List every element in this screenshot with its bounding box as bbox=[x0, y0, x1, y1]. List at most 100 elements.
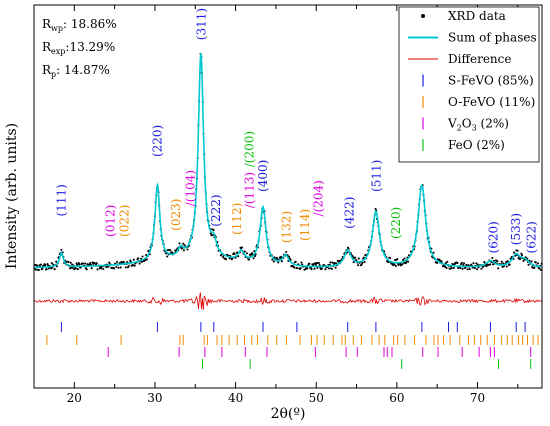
xrd-data-point bbox=[211, 233, 214, 237]
peak-label: (220) bbox=[389, 207, 403, 239]
peak-label: (622) bbox=[525, 221, 539, 253]
xrd-data-point bbox=[505, 265, 508, 268]
xrd-data-point bbox=[84, 262, 87, 265]
xrd-data-point bbox=[536, 262, 540, 265]
xrd-data-point bbox=[237, 255, 240, 258]
xrd-data-point bbox=[491, 256, 494, 260]
xrd-data-point bbox=[476, 263, 479, 266]
xrd-data-point bbox=[248, 258, 251, 261]
xrd-data-point bbox=[496, 260, 499, 263]
xrd-data-point bbox=[316, 266, 319, 269]
xrd-data-point bbox=[476, 268, 479, 271]
peak-label: (222) bbox=[209, 194, 223, 226]
xrd-data-point bbox=[357, 257, 360, 260]
xrd-data-point bbox=[41, 267, 44, 270]
xrd-data-point bbox=[182, 249, 185, 252]
xrd-data-point bbox=[34, 263, 37, 267]
xrd-data-point bbox=[102, 267, 105, 271]
xrd-data-point bbox=[69, 261, 72, 264]
xrd-data-point bbox=[407, 260, 410, 263]
xrd-data-point bbox=[466, 268, 469, 271]
xrd-data-point bbox=[468, 267, 471, 271]
xrd-data-point bbox=[521, 254, 524, 257]
xrd-data-point bbox=[277, 261, 280, 264]
peak-label: (132) bbox=[279, 211, 293, 243]
x-tick-label: 40 bbox=[228, 391, 243, 405]
axes-layer: 20 30 40 50 60 70 bbox=[33, 5, 519, 405]
x-tick-label: 30 bbox=[147, 391, 162, 405]
xrd-data-point bbox=[483, 261, 486, 264]
xrd-data-point bbox=[445, 266, 448, 269]
xrd-data-point bbox=[47, 267, 50, 270]
xrd-data-point bbox=[459, 266, 462, 270]
xrd-data-point bbox=[520, 252, 523, 255]
stat-line: Rwp: 18.86% bbox=[42, 17, 117, 33]
xrd-data-point bbox=[393, 263, 396, 266]
xrd-data-point bbox=[530, 260, 533, 263]
xrd-data-point bbox=[402, 258, 405, 262]
xrd-data-point bbox=[45, 268, 48, 271]
xrd-data-point bbox=[113, 267, 116, 270]
xrd-data-point bbox=[444, 262, 447, 265]
xrd-data-point bbox=[456, 261, 459, 265]
xrd-data-point bbox=[299, 267, 302, 270]
xrd-data-point bbox=[324, 268, 327, 271]
xrd-data-point bbox=[300, 261, 303, 264]
legend: XRD data Sum of phases Difference S-FeVO (8… bbox=[398, 6, 540, 163]
xrd-data-point bbox=[352, 261, 355, 264]
xrd-data-point bbox=[500, 260, 503, 263]
peak-label: (012) bbox=[104, 205, 118, 237]
xrd-data-point bbox=[252, 257, 255, 260]
xrd-data-point bbox=[70, 266, 73, 269]
xrd-data-point bbox=[293, 266, 296, 269]
xrd-data-point bbox=[432, 251, 435, 254]
xrd-data-point bbox=[34, 268, 37, 271]
xrd-data-point bbox=[133, 264, 136, 267]
xrd-data-point bbox=[140, 260, 143, 263]
legend-symbol bbox=[421, 14, 425, 18]
xrd-data-point bbox=[127, 265, 130, 268]
xrd-data-point bbox=[462, 262, 466, 265]
plot-data-layer bbox=[33, 52, 543, 311]
peak-label: (400) bbox=[256, 160, 270, 192]
xrd-data-point bbox=[306, 267, 309, 270]
xrd-data-point bbox=[320, 267, 323, 270]
xrd-data-point bbox=[122, 260, 125, 263]
xrd-data-point bbox=[81, 262, 85, 265]
xrd-data-point bbox=[436, 261, 439, 265]
xrd-data-point bbox=[461, 267, 464, 270]
xrd-data-point bbox=[71, 266, 74, 269]
xrd-data-point bbox=[55, 260, 58, 263]
xrd-data-point bbox=[209, 232, 212, 235]
legend-label: V2O3 (2%) bbox=[447, 117, 509, 133]
stat-line: Rp: 14.87% bbox=[42, 63, 110, 79]
xrd-data-point bbox=[480, 267, 483, 270]
xrd-data-point bbox=[224, 258, 228, 261]
xrd-data-point bbox=[310, 268, 313, 271]
xrd-data-point bbox=[138, 262, 141, 265]
legend-box bbox=[398, 6, 540, 163]
xrd-data-point bbox=[100, 267, 103, 270]
xrd-data-point bbox=[502, 265, 505, 268]
xrd-data-point bbox=[362, 256, 365, 259]
xrd-data-point bbox=[90, 267, 93, 270]
xrd-data-point bbox=[222, 256, 225, 259]
xrd-data-point bbox=[403, 257, 406, 260]
sum-of-phases-curve bbox=[33, 53, 542, 269]
xrd-data-point bbox=[124, 266, 127, 269]
xrd-data-point bbox=[396, 258, 399, 261]
legend-label: XRD data bbox=[448, 9, 506, 23]
xrd-data-point bbox=[513, 251, 516, 254]
x-tick-label: 20 bbox=[67, 391, 82, 405]
xrd-data-point bbox=[251, 252, 254, 255]
xrd-data-point bbox=[308, 262, 311, 265]
xrd-data-point bbox=[472, 262, 475, 265]
xrd-data-point bbox=[233, 252, 236, 256]
xrd-data-point bbox=[388, 257, 392, 260]
peak-label: /(204) bbox=[312, 180, 326, 216]
xrd-data-point bbox=[39, 263, 42, 266]
peak-label: /(200) bbox=[242, 131, 256, 167]
xrd-data-point bbox=[119, 266, 122, 269]
xrd-data-point bbox=[294, 260, 297, 263]
